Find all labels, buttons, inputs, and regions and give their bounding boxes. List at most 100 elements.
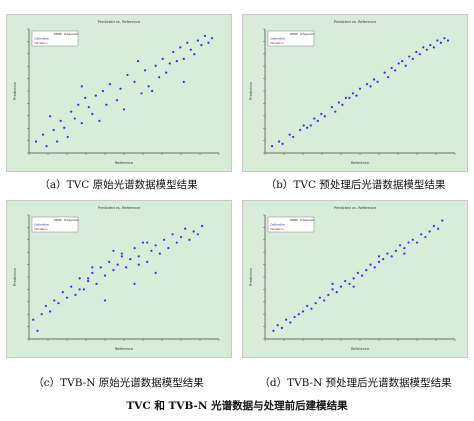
data-point xyxy=(49,310,52,313)
data-point xyxy=(355,94,358,97)
data-point xyxy=(94,94,97,97)
data-point xyxy=(330,105,333,109)
data-point xyxy=(184,227,187,230)
data-point xyxy=(171,233,174,236)
data-point xyxy=(309,124,312,127)
y-axis-label: Prediction xyxy=(249,268,253,286)
data-point xyxy=(408,55,411,58)
data-point xyxy=(415,241,419,244)
data-point xyxy=(95,282,98,285)
data-point xyxy=(306,304,309,308)
caption-d: （d）TVB-N 预处理后光谱数据模型结果 xyxy=(259,377,452,389)
data-point xyxy=(356,271,359,274)
data-point xyxy=(52,128,55,132)
data-point xyxy=(207,41,210,44)
data-point xyxy=(276,324,279,327)
data-point xyxy=(144,69,147,72)
data-point xyxy=(56,140,59,143)
data-point xyxy=(120,252,123,255)
data-point xyxy=(163,238,166,241)
data-point xyxy=(119,87,122,90)
data-point xyxy=(133,246,136,250)
data-point xyxy=(65,296,69,299)
data-point xyxy=(66,135,69,139)
data-point xyxy=(432,46,435,49)
data-points xyxy=(34,34,214,148)
data-point xyxy=(418,53,421,56)
data-point xyxy=(125,266,128,269)
data-point xyxy=(165,71,168,74)
data-point xyxy=(331,282,334,285)
data-point xyxy=(407,241,410,244)
data-point xyxy=(403,246,406,250)
data-point xyxy=(150,249,153,252)
data-point xyxy=(158,76,161,79)
data-point xyxy=(115,99,119,102)
legend-row-calibration: Calibration xyxy=(34,223,49,227)
legend-header-rmse: RMSE xyxy=(54,218,62,222)
caption-c: （c）TVB-N 原始光谱数据模型结果 xyxy=(33,377,204,389)
data-point xyxy=(182,57,185,60)
data-point xyxy=(401,60,404,63)
data-point xyxy=(57,302,60,305)
data-point xyxy=(373,266,376,269)
data-point xyxy=(105,103,108,106)
data-point xyxy=(34,140,38,143)
data-point xyxy=(49,115,52,118)
data-point xyxy=(80,122,83,125)
data-point xyxy=(383,71,386,74)
data-point xyxy=(292,135,295,139)
data-point xyxy=(120,255,123,258)
data-point xyxy=(352,277,355,280)
data-point xyxy=(341,103,344,106)
data-point xyxy=(348,96,351,99)
data-point xyxy=(446,39,450,42)
data-point xyxy=(358,87,362,90)
data-point xyxy=(331,288,334,291)
data-point xyxy=(137,255,140,258)
data-point xyxy=(87,280,90,283)
chart-title: Predicted vs. Reference xyxy=(98,20,141,24)
legend-row-calibration: Calibration xyxy=(34,37,49,41)
data-point xyxy=(108,260,111,263)
data-point xyxy=(377,255,381,258)
data-point xyxy=(70,110,73,113)
data-point xyxy=(314,302,317,305)
data-point xyxy=(210,37,214,40)
data-point xyxy=(87,105,90,109)
data-point xyxy=(399,244,402,247)
data-point xyxy=(365,269,368,272)
data-point xyxy=(103,299,107,302)
data-point xyxy=(129,257,132,261)
data-point xyxy=(158,252,161,255)
data-point xyxy=(411,238,414,241)
legend-box xyxy=(31,216,79,233)
data-point xyxy=(390,66,393,70)
legend-row-calibration: Calibration xyxy=(270,37,285,41)
legend-row-validation: Validation xyxy=(270,227,284,231)
x-axis-label: Reference xyxy=(115,161,134,165)
data-point xyxy=(77,103,80,106)
data-point xyxy=(386,252,389,255)
data-points xyxy=(32,224,204,332)
data-point xyxy=(78,277,81,280)
data-point xyxy=(344,280,347,283)
legend-row-validation: Validation xyxy=(34,41,48,45)
data-point xyxy=(420,233,423,236)
data-point xyxy=(339,285,343,288)
data-point xyxy=(272,329,275,332)
data-point xyxy=(411,57,414,60)
data-point xyxy=(281,142,284,145)
data-point xyxy=(91,266,94,269)
data-point xyxy=(443,37,446,40)
data-point xyxy=(182,80,185,83)
data-point xyxy=(313,117,316,120)
legend-header-rmse: RMSE xyxy=(54,32,62,36)
data-point xyxy=(403,252,406,255)
legend-header-r2: R-Squared xyxy=(64,32,79,36)
data-point xyxy=(428,230,431,233)
data-point xyxy=(318,296,321,299)
legend-row-validation: Validation xyxy=(270,41,284,45)
data-point xyxy=(429,43,432,47)
data-point xyxy=(203,34,207,37)
